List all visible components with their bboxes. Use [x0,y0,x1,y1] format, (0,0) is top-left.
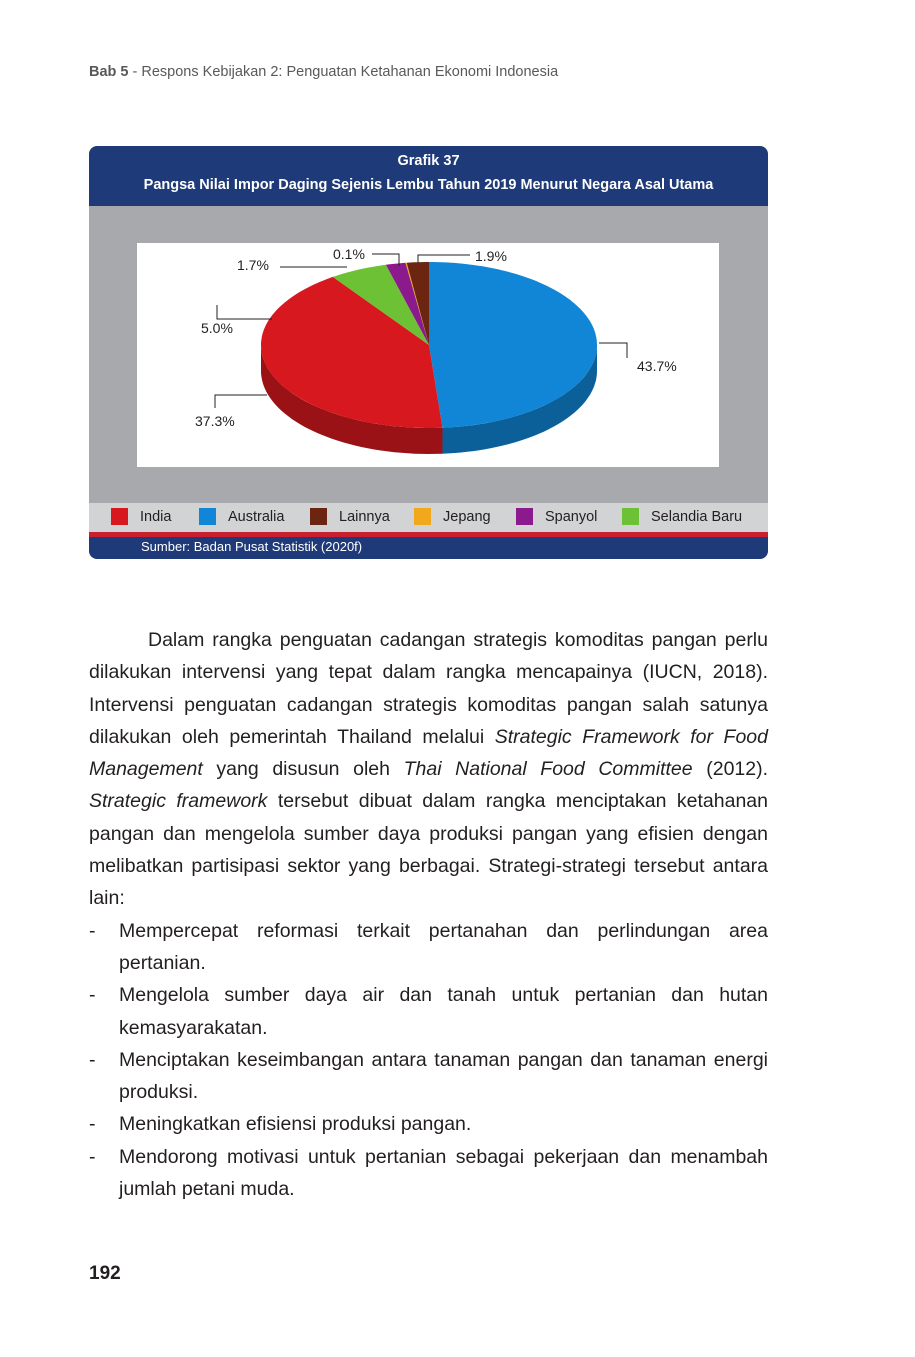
legend-label: Spanyol [545,508,598,525]
figure-header: Grafik 37 Pangsa Nilai Impor Daging Seje… [89,146,768,206]
legend-item-jepang: Jepang [414,508,491,525]
text-span: yang disusun oleh [202,758,404,781]
list-item-text: Menciptakan keseimbangan antara tanaman … [119,1048,768,1104]
data-label-selandia-baru: 5.0% [201,320,233,336]
pie-side-india [261,345,443,454]
legend-label: Jepang [443,508,491,525]
legend-label: Selandia Baru [651,508,743,525]
legend-swatch [622,508,639,525]
figure-number: Grafik 37 [397,153,460,169]
list-item: - Mengelola sumber daya air dan tanah unt… [89,979,768,1044]
leader-line-india [214,394,267,408]
bullet-marker: - [89,1048,96,1071]
italic-span: Strategic Framework for Food Management [89,725,768,781]
data-label-lainnya: 1.9% [475,248,507,264]
pie-slice-jepang [405,262,429,345]
legend-item-selandia-baru: Selandia Baru [622,508,742,525]
legend-label: Lainnya [339,508,390,525]
legend-label: India [140,508,172,525]
figure-chart: Grafik 37 Pangsa Nilai Impor Daging Seje… [89,146,768,559]
figure-body: 43.7% 37.3% 5.0% 1.7% 0.1% 1.9% [89,206,768,503]
legend-swatch [111,508,128,525]
body-text: Dalam rangka penguatan cadangan strategi… [89,624,768,1205]
data-label-spanyol: 1.7% [237,257,269,273]
chart-legend: India Australia Lainnya Jepang Spanyol Seland… [89,503,768,532]
chapter-title: - Respons Kebijakan 2: Penguatan Ketahan… [128,64,559,80]
bullet-marker: - [89,1113,96,1136]
list-item-text: Mendorong motivasi untuk pertanian sebag… [119,1145,768,1201]
legend-swatch [414,508,431,525]
list-item: - Menciptakan keseimbangan antara tanaman… [89,1044,768,1109]
pie-slice-spanyol [385,262,429,345]
list-item: - Mendorong motivasi untuk pertanian seba… [89,1141,768,1206]
text-span: Dalam rangka penguatan cadangan strategi… [89,629,768,748]
pie-slice-selandia-baru [332,264,429,345]
text-span: (2012). [692,758,769,781]
leader-line-lainnya [417,254,470,263]
list-item-text: Mengelola sumber daya air dan tanah untu… [119,984,768,1039]
list-item: - Meningkatkan efisiensi produksi pangan. [89,1108,768,1140]
text-span: tersebut dibuat dalam rangka menciptakan… [89,790,768,910]
data-label-india: 37.3% [195,413,235,429]
chapter-label: Bab 5 [89,64,129,80]
legend-swatch [310,508,327,525]
leader-line-australia [599,342,628,358]
pie-chart: 43.7% 37.3% 5.0% 1.7% 0.1% 1.9% [195,246,677,454]
italic-span: Thai National Food Committee [403,758,693,781]
legend-item-australia: Australia [199,508,284,525]
pie-side-australia [442,345,597,454]
legend-label: Australia [228,508,285,525]
legend-swatch [199,508,216,525]
italic-span: Strategic framework [89,790,268,813]
leader-line-selandia-baru [216,305,272,320]
bullet-marker: - [89,919,96,942]
list-item: - Mempercepat reformasi terkait pertanaha… [89,915,768,980]
data-label-australia: 43.7% [637,358,677,374]
page-number: 192 [89,1263,121,1284]
list-item-text: Mempercepat reformasi terkait pertanahan… [119,919,768,974]
figure-footer: Sumber: Badan Pusat Statistik (2020f) [89,537,768,559]
figure-source: Sumber: Badan Pusat Statistik (2020f) [141,539,363,554]
running-header: Bab 5 - Respons Kebijakan 2: Penguatan K… [89,64,558,80]
figure-title: Pangsa Nilai Impor Daging Sejenis Lembu … [143,177,714,193]
leader-line-jepang [372,253,400,266]
divider [89,532,768,537]
plot-area: 43.7% 37.3% 5.0% 1.7% 0.1% 1.9% [137,243,719,467]
bullet-marker: - [89,984,96,1007]
pie-slice-india [261,276,443,428]
paragraph: Dalam rangka penguatan cadangan strategi… [89,624,768,915]
bullet-marker: - [89,1145,96,1168]
data-label-jepang: 0.1% [333,246,365,262]
list-item-text: Meningkatkan efisiensi produksi pangan. [119,1113,472,1136]
legend-item-spanyol: Spanyol [516,508,597,525]
strategy-list: - Mempercepat reformasi terkait pertanaha… [89,915,768,1206]
legend-swatch [516,508,533,525]
legend-item-india: India [111,508,171,525]
legend-item-lainnya: Lainnya [310,508,390,525]
pie-slice-australia [429,262,597,428]
pie-slice-lainnya [406,262,429,345]
